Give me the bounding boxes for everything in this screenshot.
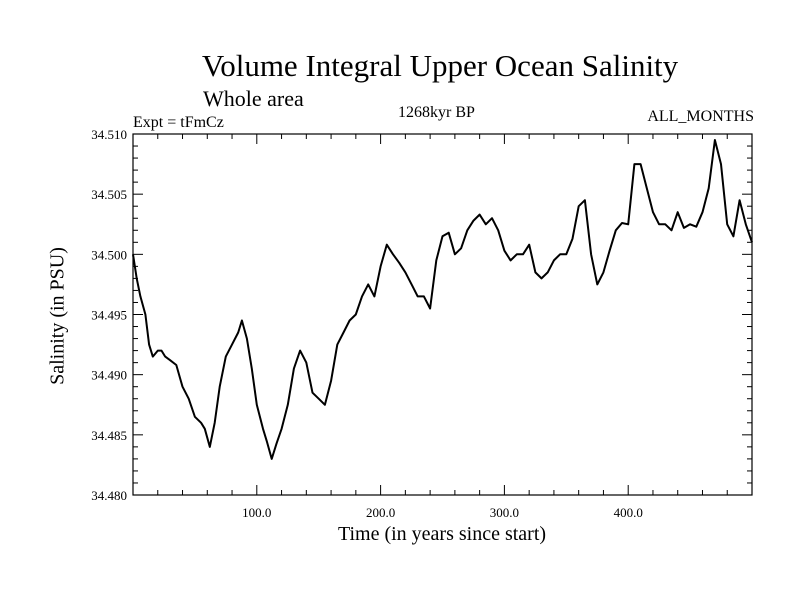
y-tick-label: 34.485 — [91, 428, 127, 443]
x-tick-label: 100.0 — [242, 505, 271, 520]
tick-marks — [133, 134, 752, 495]
y-tick-label: 34.480 — [91, 488, 127, 503]
chart-title: Volume Integral Upper Ocean Salinity — [201, 48, 679, 83]
y-tick-label: 34.490 — [91, 368, 127, 383]
chart-subtitle: Whole area — [203, 86, 304, 111]
y-tick-label: 34.500 — [91, 247, 127, 262]
x-tick-label: 300.0 — [490, 505, 519, 520]
x-tick-label: 400.0 — [614, 505, 643, 520]
tick-labels: 100.0 200.0 300.0 400.0 34.480 34.485 34.490 34… — [91, 127, 643, 520]
x-tick-label: 200.0 — [366, 505, 395, 520]
experiment-note: Expt = tFmCz — [133, 114, 224, 131]
plot-frame — [132, 133, 753, 496]
salinity-series-line — [132, 139, 753, 460]
months-note: ALL_MONTHS — [647, 108, 754, 125]
x-axis-label: Time (in years since start) — [337, 523, 547, 545]
y-tick-label: 34.510 — [91, 127, 127, 142]
y-tick-label: 34.495 — [91, 308, 127, 323]
period-note: 1268kyr BP — [398, 104, 475, 121]
y-tick-label: 34.505 — [91, 187, 127, 202]
